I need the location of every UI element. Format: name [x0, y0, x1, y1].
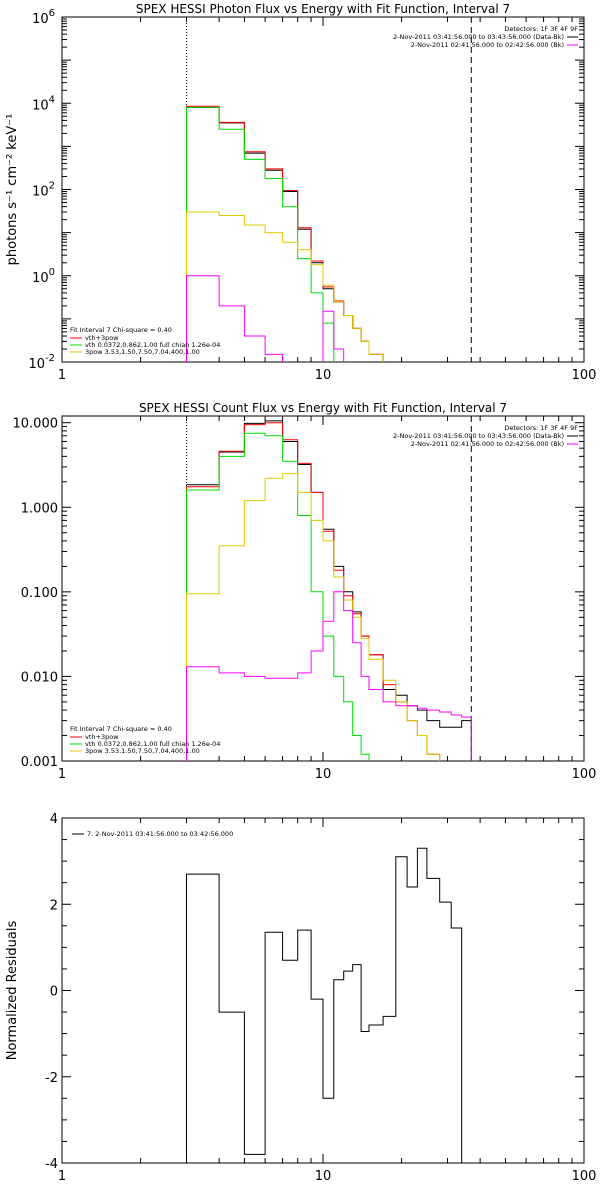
y-tick-label: 4: [50, 812, 58, 827]
legend-entry: vth+3pow: [85, 334, 119, 342]
legend-entry: 3pow 3.53,1.50,7.50,7.04,400,1.00: [85, 348, 200, 356]
y-tick-label: 0.001: [21, 755, 58, 770]
y-tick-label: 104: [32, 94, 55, 113]
legend-fit-header: Fit Interval 7 Chi-square = 0.40: [70, 326, 172, 334]
series-0-step-line: [186, 847, 463, 1163]
legend-entry: 2-Nov-2011 02:41:56.000 to 02:42:56.000 …: [411, 440, 564, 448]
legend-entry: 2-Nov-2011 03:41:56.000 to 03:43:56.000 …: [393, 432, 564, 440]
series-2-step-line: [186, 432, 370, 761]
y-tick-label: 0.010: [21, 670, 58, 685]
y-tick-label: 10-2: [28, 353, 55, 372]
legend-entry: vth 0.0372,0.862,1.00 full chian 1.26e-0…: [85, 341, 220, 349]
legend-entry: vth+3pow: [85, 733, 119, 741]
x-tick-label: 10: [315, 1169, 332, 1184]
legend-entry: 2-Nov-2011 03:41:56.000 to 03:43:56.000 …: [393, 33, 564, 41]
x-tick-label: 1: [58, 767, 66, 782]
x-tick-label: 10: [315, 767, 332, 782]
x-tick-label: 1: [58, 1169, 66, 1184]
x-tick-label: 1: [58, 368, 66, 383]
x-tick-label: 100: [572, 368, 597, 383]
legend-detectors: Detectors: 1F 3F 4F 9F: [504, 424, 578, 432]
series-0-step-line: [186, 420, 472, 761]
legend-entry: 2-Nov-2011 02:41:56.000 to 02:42:56.000 …: [411, 41, 564, 49]
series-3-step-line: [186, 211, 384, 362]
legend-entry: vth 0.0372,0.862,1.00 full chian 1.26e-0…: [85, 740, 220, 748]
y-tick-label: 1.000: [21, 501, 58, 516]
y-tick-label: 106: [32, 8, 55, 27]
plot-frame: [61, 415, 585, 762]
y-tick-label: 100: [32, 267, 55, 286]
series-0-step-line: [186, 106, 384, 362]
x-tick-label: 100: [572, 767, 597, 782]
residuals-panel: 1 10 100 -4 -2 0 2 4 Normalized Residuals 7. 2-No…: [5, 812, 596, 1184]
y-tick-label: 102: [32, 181, 55, 200]
series-2-step-line: [186, 106, 335, 362]
count-flux-panel: SPEX HESSI Count Flux vs Energy with Fit…: [13, 401, 597, 782]
series-4-step-line: [186, 275, 345, 362]
series-4-step-line: [186, 591, 472, 761]
series-group: [186, 847, 463, 1163]
y-tick-label: 10.000: [13, 417, 59, 432]
plot-frame: [61, 817, 585, 1164]
y-tick-label: -2: [45, 1071, 58, 1086]
series-group: [186, 420, 472, 761]
series-1-step-line: [186, 422, 441, 761]
y-axis-label: Normalized Residuals: [5, 921, 20, 1061]
y-tick-label: -4: [45, 1157, 58, 1172]
y-tick-label: 0: [50, 985, 58, 1000]
y-tick-label: 2: [50, 898, 58, 913]
legend-fit-header: Fit Interval 7 Chi-square = 0.40: [70, 725, 172, 733]
legend-detectors: Detectors: 1F 3F 4F 9F: [504, 25, 578, 33]
x-tick-label: 10: [315, 368, 332, 383]
series-3-step-line: [186, 473, 441, 761]
chart-title: SPEX HESSI Photon Flux vs Energy with Fi…: [136, 2, 510, 16]
x-tick-label: 100: [572, 1169, 597, 1184]
chart-title: SPEX HESSI Count Flux vs Energy with Fit…: [139, 401, 507, 415]
y-tick-label: 0.100: [21, 586, 58, 601]
series-1-step-line: [186, 105, 384, 362]
legend-entry: 7. 2-Nov-2011 03:41:56.000 to 03:42:56.0…: [87, 830, 233, 838]
y-axis-label: photons s⁻¹ cm⁻² keV⁻¹: [5, 114, 20, 266]
series-group: [186, 105, 384, 362]
legend-entry: 3pow 3.53,1.50,7.50,7.04,400,1.00: [85, 747, 200, 755]
photon-flux-panel: SPEX HESSI Photon Flux vs Energy with Fi…: [5, 2, 596, 383]
